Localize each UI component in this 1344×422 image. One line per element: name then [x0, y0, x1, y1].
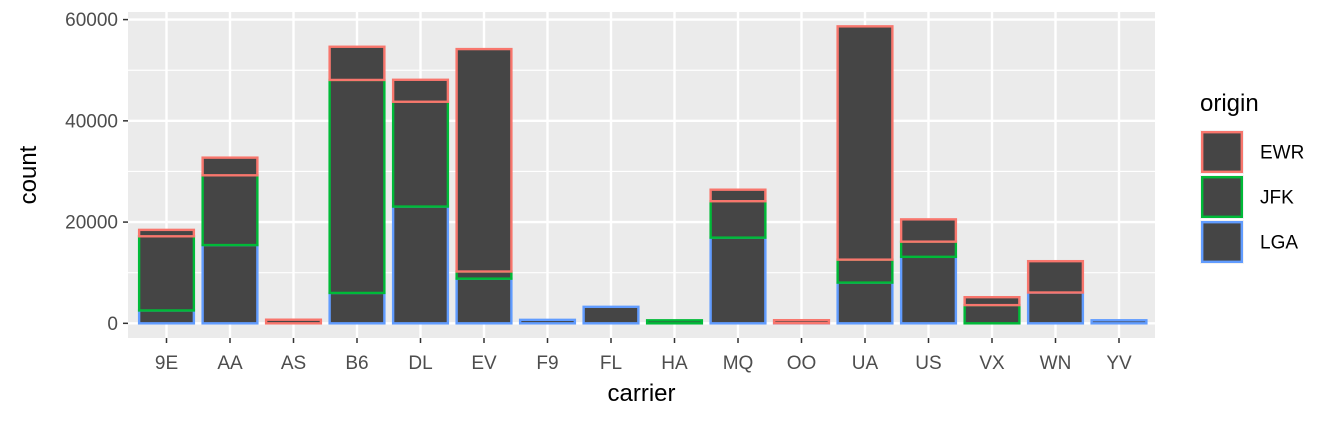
bar-UA-JFK — [836, 258, 894, 284]
y-tick-label: 60000 — [65, 10, 118, 31]
x-tick-label: YV — [1106, 353, 1132, 374]
bar-EV-EWR — [455, 47, 513, 273]
x-tick-label: WN — [1040, 353, 1072, 374]
bar-US-EWR — [899, 218, 958, 243]
bar-MQ-JFK — [709, 200, 767, 239]
bars — [137, 25, 1148, 325]
x-tick-label: MQ — [723, 353, 754, 374]
y-tick-label: 0 — [107, 314, 118, 335]
y-axis-title: count — [15, 145, 42, 204]
bar-DL-LGA — [391, 205, 450, 325]
bar-MQ-EWR — [709, 188, 767, 203]
x-tick-label: HA — [661, 353, 688, 374]
bar-DL-JFK — [391, 100, 450, 208]
bar-HA-JFK — [645, 319, 704, 325]
x-tick-label: B6 — [345, 353, 368, 374]
bar-DL-EWR — [391, 78, 450, 103]
y-tick-label: 20000 — [65, 213, 118, 234]
y-axis: 0 20000 40000 60000 — [65, 10, 128, 335]
bar-US-JFK — [899, 240, 958, 259]
x-tick-label: OO — [787, 353, 817, 374]
x-tick-label: 9E — [155, 353, 178, 374]
x-tick-label: VX — [979, 353, 1005, 374]
legend-label-JFK: JFK — [1260, 188, 1294, 209]
x-tick-label: US — [915, 353, 941, 374]
bar-US-LGA — [899, 255, 958, 325]
legend-title: origin — [1200, 90, 1259, 117]
legend-label-EWR: EWR — [1260, 143, 1304, 164]
bar-UA-EWR — [836, 25, 894, 261]
bar-WN-LGA — [1026, 291, 1085, 325]
x-tick-label: EV — [471, 353, 497, 374]
bar-9E-LGA — [137, 309, 196, 325]
bar-9E-EWR — [137, 228, 196, 238]
bar-WN-EWR — [1026, 259, 1085, 294]
bar-B6-JFK — [328, 78, 386, 295]
bar-UA-LGA — [836, 281, 894, 325]
legend-key-EWR — [1200, 130, 1243, 173]
bar-EV-LGA — [455, 277, 513, 325]
bar-9E-JFK — [137, 235, 196, 312]
x-tick-label: F9 — [536, 353, 558, 374]
legend: origin EWR JFK LGA — [1200, 90, 1304, 264]
bar-OO-EWR — [772, 318, 831, 325]
bar-AA-JFK — [201, 174, 259, 247]
y-tick-label: 40000 — [65, 111, 118, 132]
plot-panel — [128, 12, 1155, 338]
bar-B6-EWR — [328, 45, 386, 82]
legend-key-JFK — [1200, 175, 1243, 218]
bar-MQ-LGA — [709, 236, 767, 325]
x-axis-title: carrier — [607, 380, 675, 407]
bar-VX-JFK — [963, 303, 1021, 325]
bar-AS-EWR — [264, 318, 323, 325]
x-tick-label: DL — [408, 353, 432, 374]
x-tick-label: AS — [281, 353, 306, 374]
x-tick-label: FL — [600, 353, 622, 374]
bar-FL-LGA — [582, 305, 640, 325]
legend-key-LGA — [1200, 220, 1243, 263]
bar-YV-LGA — [1090, 319, 1148, 325]
bar-F9-LGA — [518, 318, 577, 325]
bar-AA-EWR — [201, 156, 259, 177]
legend-label-LGA: LGA — [1260, 233, 1298, 254]
bar-B6-LGA — [328, 291, 386, 325]
x-axis: 9E AA AS B6 DL EV F9 FL HA MQ OO UA US VX WN YV — [155, 338, 1132, 374]
x-tick-label: UA — [852, 353, 879, 374]
x-tick-label: AA — [217, 353, 243, 374]
bar-AA-LGA — [201, 243, 259, 325]
bar-VX-EWR — [963, 295, 1021, 307]
